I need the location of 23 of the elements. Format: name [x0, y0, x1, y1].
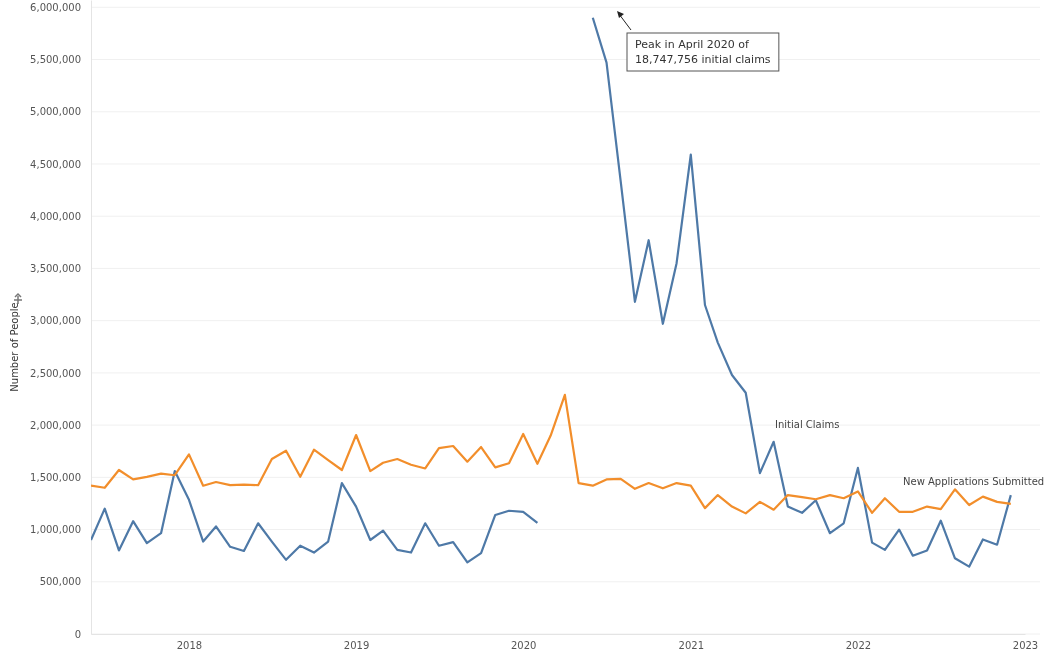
y-tick-label: 2,500,000 — [30, 367, 81, 379]
x-tick-label: 2020 — [510, 640, 537, 652]
y-tick-label: 4,500,000 — [30, 158, 81, 170]
series-label: Initial Claims — [775, 419, 840, 430]
y-tick-label: 500,000 — [39, 576, 81, 588]
y-tick-label: 5,500,000 — [30, 54, 81, 66]
x-tick-label: 2021 — [678, 640, 704, 652]
annotation: Peak in April 2020 of 18,747,756 initial claims — [635, 38, 771, 66]
y-tick-label: 3,000,000 — [30, 315, 81, 327]
y-tick-label: 3,500,000 — [30, 263, 81, 275]
y-tick-label: 1,000,000 — [30, 524, 81, 536]
y-tick-label: 5,000,000 — [30, 106, 81, 118]
x-tick-label: 2019 — [343, 640, 370, 652]
y-tick-label: 6,000,000 — [30, 2, 81, 14]
x-tick-label: 2023 — [1012, 640, 1039, 652]
y-axis-title: Number of People — [9, 302, 20, 392]
y-tick-label: 1,500,000 — [30, 472, 81, 484]
series-label: New Applications Submitted — [903, 476, 1044, 487]
x-tick-label: 2018 — [176, 640, 203, 652]
y-tick-label: 0 — [74, 628, 81, 640]
x-tick-label: 2022 — [845, 640, 872, 652]
y-tick-label: 2,000,000 — [30, 419, 81, 431]
y-tick-label: 4,000,000 — [30, 210, 81, 222]
